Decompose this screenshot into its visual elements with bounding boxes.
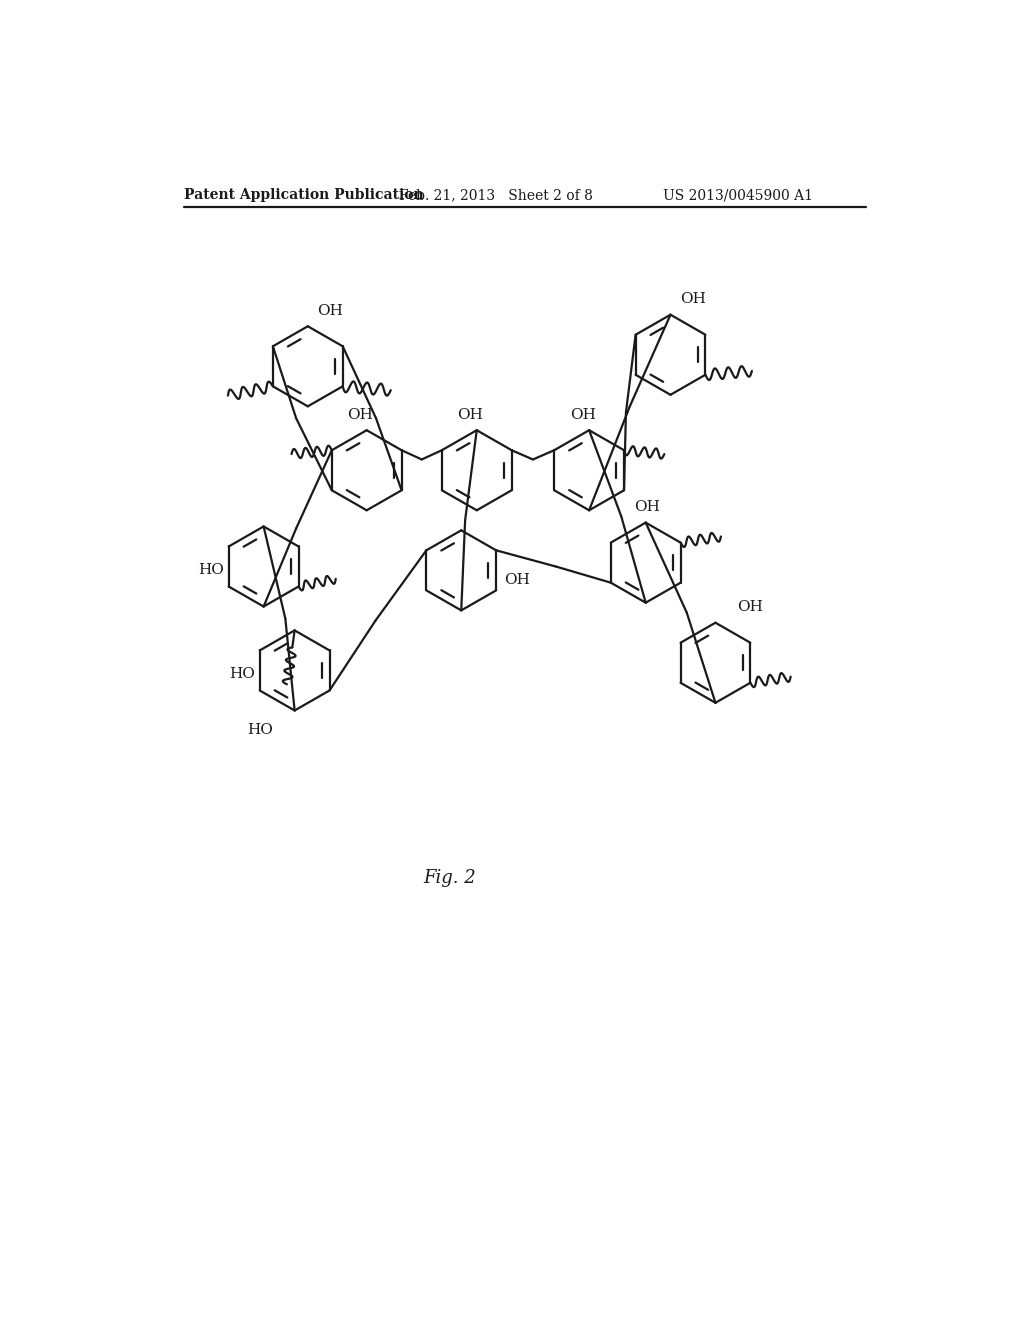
Text: OH: OH	[347, 408, 374, 422]
Text: OH: OH	[504, 573, 529, 586]
Text: OH: OH	[680, 292, 706, 306]
Text: OH: OH	[317, 304, 343, 318]
Text: HO: HO	[198, 564, 224, 577]
Text: Patent Application Publication: Patent Application Publication	[183, 189, 424, 202]
Text: HO: HO	[247, 723, 272, 737]
Text: Feb. 21, 2013   Sheet 2 of 8: Feb. 21, 2013 Sheet 2 of 8	[399, 189, 593, 202]
Text: OH: OH	[737, 601, 763, 614]
Text: US 2013/0045900 A1: US 2013/0045900 A1	[663, 189, 813, 202]
Text: OH: OH	[634, 500, 660, 515]
Text: OH: OH	[570, 408, 596, 422]
Text: OH: OH	[458, 408, 483, 422]
Text: Fig. 2: Fig. 2	[423, 870, 476, 887]
Text: HO: HO	[229, 668, 255, 681]
